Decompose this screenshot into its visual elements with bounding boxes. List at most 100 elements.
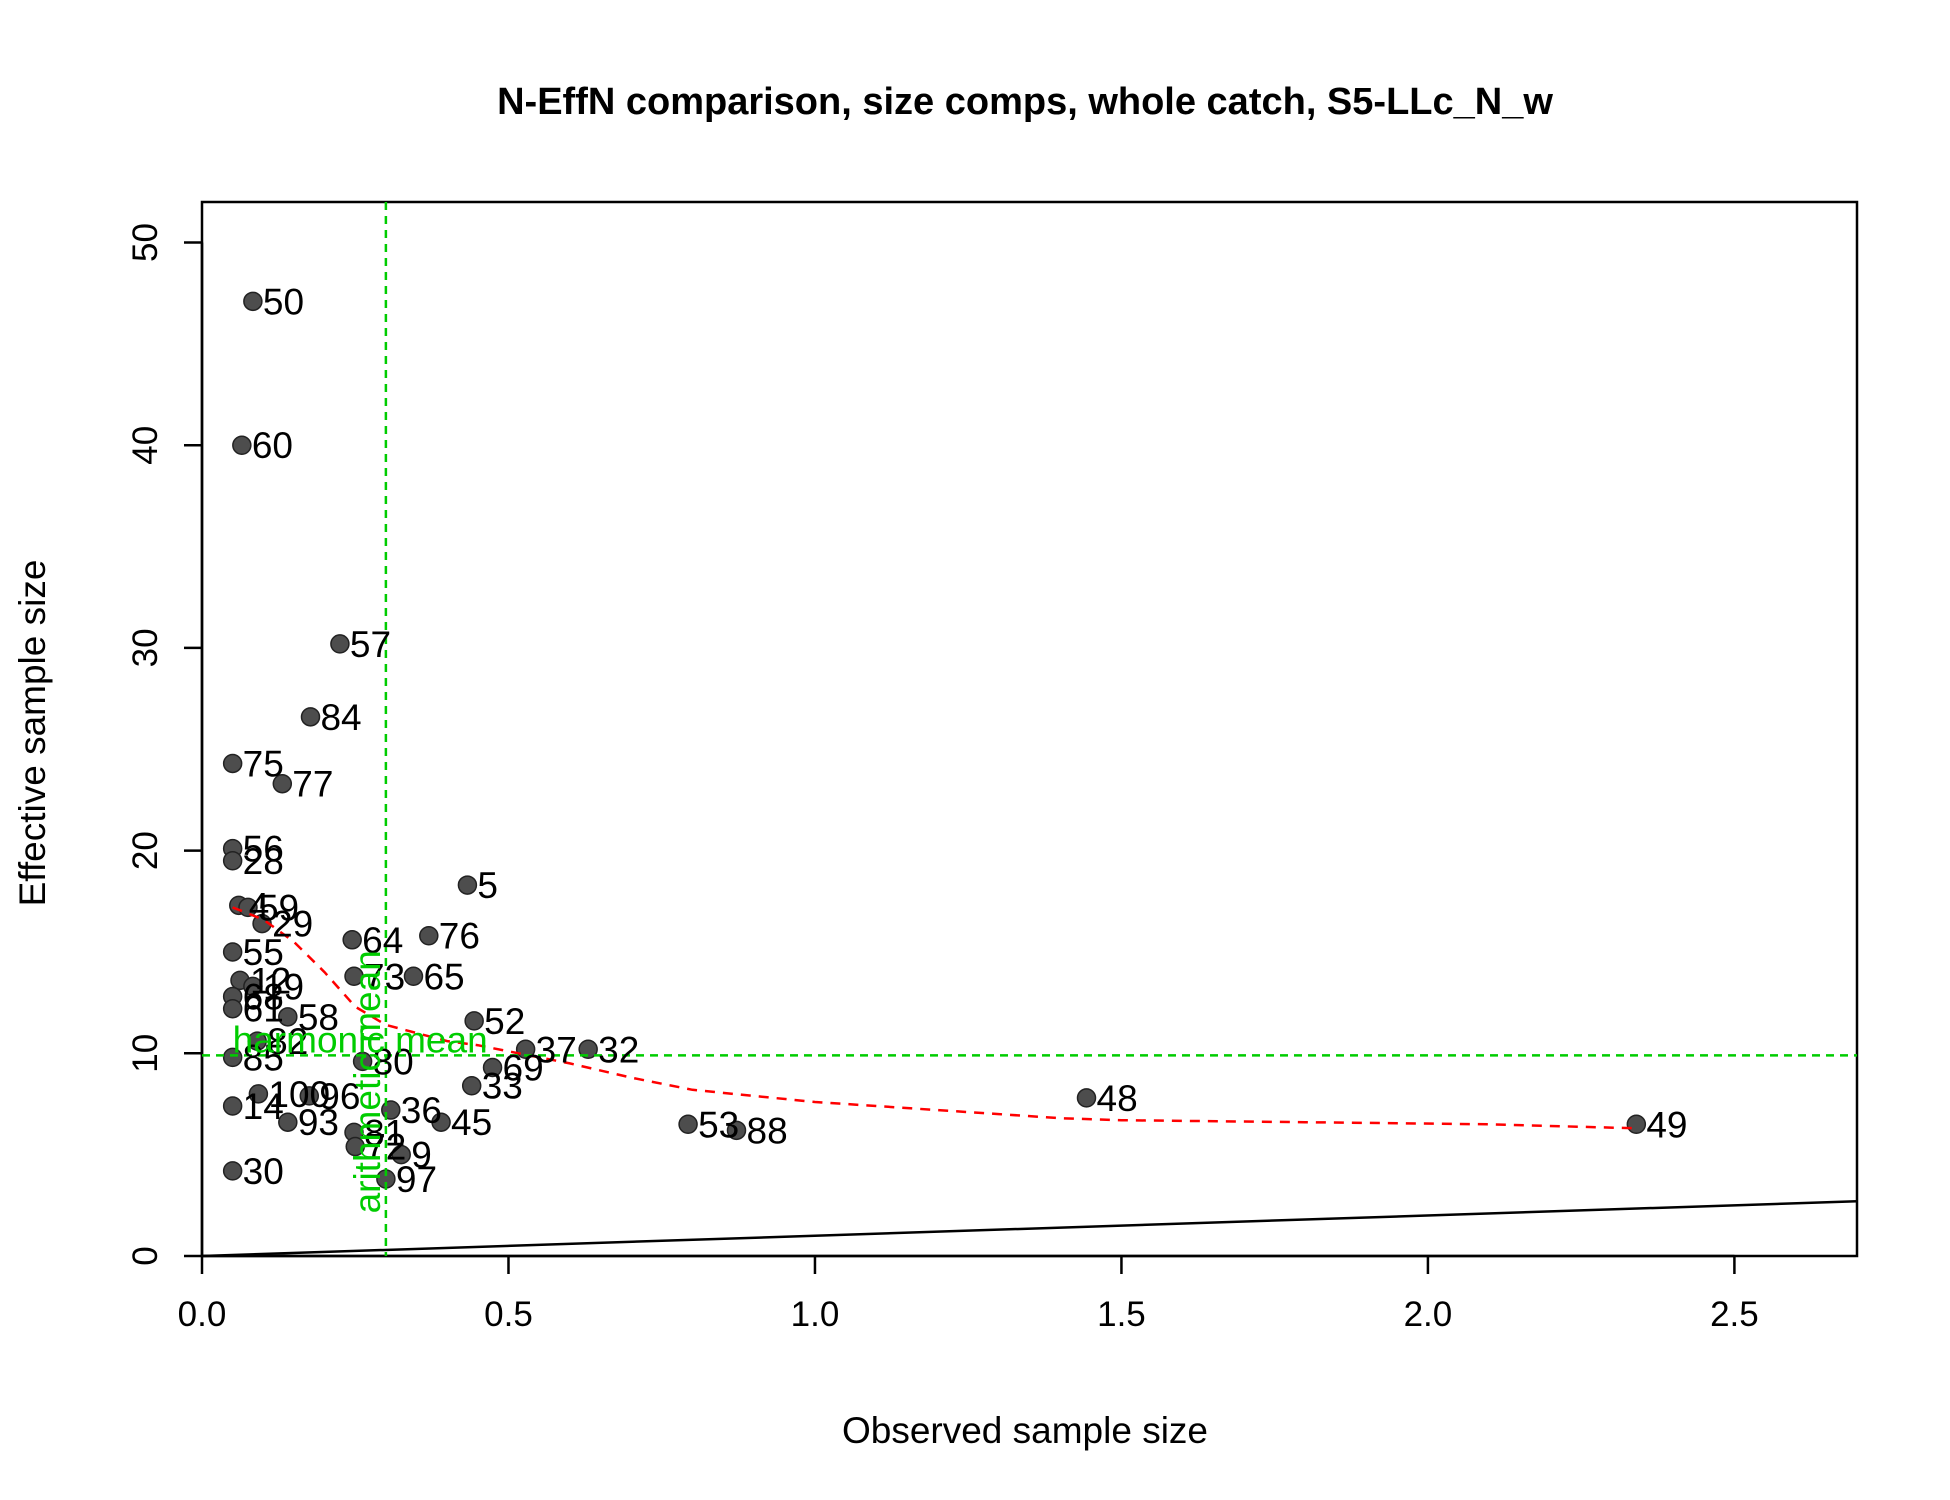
point-label: 81 [364,1112,405,1153]
y-tick-label: 30 [126,628,165,667]
data-point [243,291,263,312]
data-point [678,1114,698,1134]
point-label: 48 [1097,1078,1138,1119]
data-point [300,707,321,727]
point-label: 50 [263,281,304,322]
data-point [461,1075,482,1096]
point-label: 58 [298,997,339,1038]
point-label: 45 [451,1102,492,1143]
point-label: 59 [258,887,299,928]
data-point [243,976,263,997]
data-point [248,1084,269,1104]
y-tick-label: 50 [126,223,165,262]
x-tick-label: 2.0 [1404,1295,1453,1334]
point-label: 52 [484,1001,525,1042]
data-point [222,1161,243,1181]
point-label: 56 [243,829,284,870]
data-point [247,1031,267,1051]
point-label: 55 [243,932,284,973]
point-label: 61 [243,989,284,1030]
point-label: 32 [598,1029,639,1070]
data-point [222,998,243,1019]
chart-title: N-EffN comparison, size comps, whole cat… [497,81,1553,123]
data-point [238,897,258,918]
point-label: 9 [411,1135,432,1176]
data-point [1626,1114,1647,1134]
point-label: 72 [365,1127,406,1168]
point-label: 77 [292,764,333,805]
point-label: 97 [396,1159,437,1200]
point-label: 57 [350,624,391,665]
point-label: 19 [263,966,304,1007]
y-tick-label: 40 [126,426,165,465]
data-point [232,435,252,455]
data-point [464,1011,484,1031]
data-point [222,942,243,962]
data-point [222,753,243,774]
data-point [344,966,364,987]
data-point [419,925,439,946]
point-label: 88 [747,1110,788,1151]
data-point [299,1086,320,1106]
x-tick-label: 1.5 [1097,1295,1146,1334]
point-label: 37 [536,1029,577,1070]
arithmetic-mean-label: arithmetic mean [347,950,388,1213]
data-point [352,1051,373,1072]
point-label: 36 [401,1090,442,1131]
point-label: 53 [698,1104,739,1145]
data-point [1076,1088,1097,1108]
point-label: 14 [243,1086,284,1127]
plot-frame [200,200,1859,1258]
data-point [403,966,424,987]
y-tick-label: 20 [126,831,165,870]
point-label: 96 [319,1076,360,1117]
point-label: 75 [243,743,284,784]
point-label: 4 [249,885,270,926]
x-tick-label: 0.0 [178,1295,227,1334]
point-label: 82 [267,1021,308,1062]
data-point [726,1120,747,1141]
y-tick-label: 0 [126,1246,165,1265]
y-tick-label: 10 [126,1034,165,1073]
data-point [345,1136,365,1157]
point-label: 5 [477,865,498,906]
point-label: 68 [243,977,284,1018]
data-point [222,851,243,871]
data-point [330,634,350,654]
identity-line [201,1200,1858,1258]
x-tick-label: 1.0 [791,1295,840,1334]
harmonic-mean-label: harmonic mean [233,1019,488,1060]
point-label: 69 [503,1047,544,1088]
point-label: 100 [268,1074,330,1115]
point-label: 12 [250,960,291,1001]
data-point [222,1096,243,1116]
data-point [272,773,293,794]
point-label: 93 [298,1102,339,1143]
point-label: 65 [423,956,464,997]
point-label: 60 [252,425,293,466]
data-point [342,930,362,950]
point-label: 64 [362,920,403,961]
data-point [391,1144,411,1165]
data-point [431,1112,451,1132]
point-label: 33 [482,1066,523,1107]
point-label: 29 [272,904,313,945]
data-point [515,1039,536,1060]
data-point [252,913,272,934]
data-point [457,875,478,895]
data-point [278,1112,298,1132]
data-point [578,1039,598,1060]
point-label: 80 [373,1041,414,1082]
smoother-line [232,906,1637,1130]
point-label: 73 [364,956,405,997]
point-label: 84 [320,697,361,738]
x-tick-label: 2.5 [1710,1295,1759,1334]
point-label: 85 [243,1037,284,1078]
y-axis-label: Effective sample size [12,560,53,907]
x-axis-label: Observed sample size [842,1410,1208,1451]
point-label: 49 [1646,1104,1687,1145]
point-label: 76 [439,916,480,957]
point-label: 30 [243,1151,284,1192]
